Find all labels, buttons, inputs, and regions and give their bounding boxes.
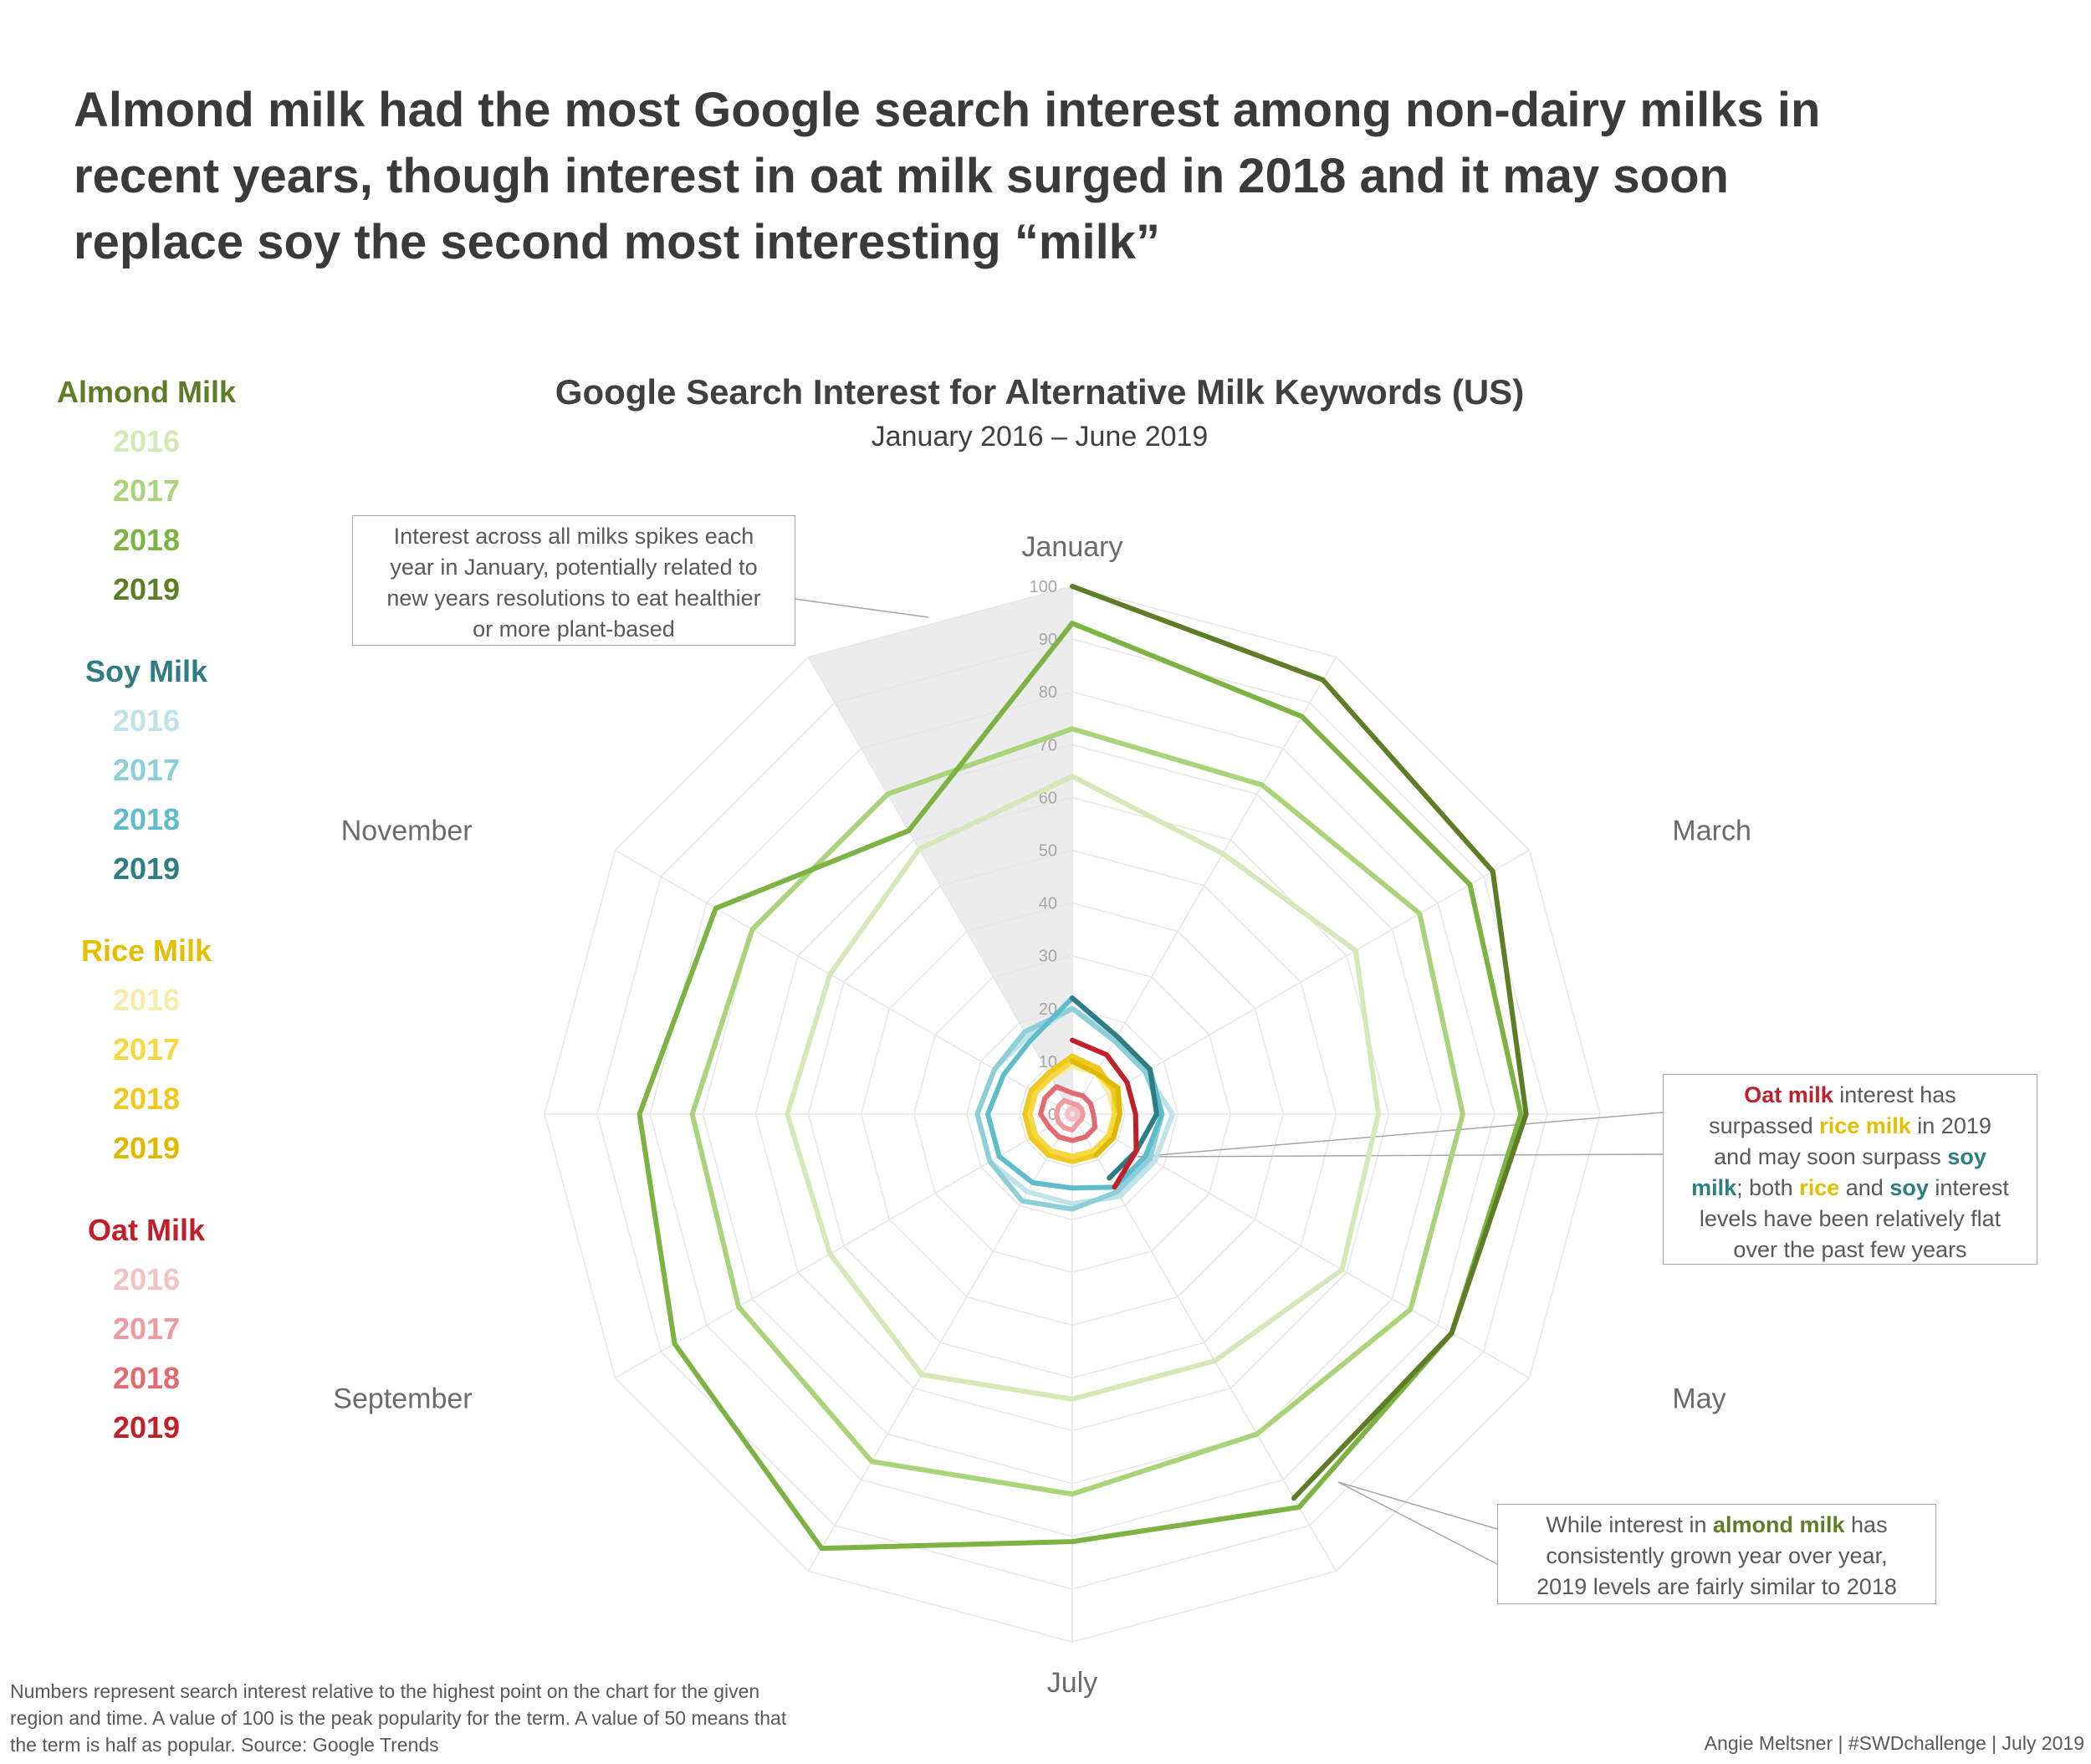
- legend-year: 2017: [112, 473, 181, 508]
- grid-layer: [544, 585, 1601, 1643]
- legend-year: 2019: [112, 851, 181, 886]
- legend-year: 2018: [112, 523, 181, 557]
- legend: Almond Milk 2016 2017 2018 2019 Soy Milk 2016 2…: [33, 368, 259, 1485]
- legend-year: 2017: [112, 1032, 181, 1066]
- series-oat-milk-2018: [1038, 1084, 1098, 1143]
- grid-spoke: [1071, 1113, 1337, 1572]
- callout-leaders: [794, 598, 1664, 1565]
- grid-spoke: [1071, 849, 1530, 1115]
- series-oat-milk-2019: [1070, 1037, 1139, 1190]
- series-almond-milk-2018: [637, 621, 1524, 1552]
- callout-oat-line-6: over the past few years: [1733, 1237, 1967, 1262]
- series-layer: [637, 584, 1529, 1552]
- legend-year: 2019: [112, 572, 181, 606]
- callout-january: Interest across all milks spikes each ye…: [352, 515, 795, 646]
- legend-year: 2016: [112, 1262, 181, 1296]
- callout-oat-line-3: and may soon surpass soy: [1714, 1144, 1986, 1169]
- legend-year: 2019: [112, 1131, 181, 1165]
- tick-label: 60: [1039, 789, 1057, 807]
- series-oat-milk-2016: [1064, 1106, 1081, 1122]
- month-label-september: September: [333, 1383, 472, 1415]
- series-almond-milk-2019: [1070, 584, 1529, 1501]
- callout-oat-line-4: milk; both rice and soy interest: [1691, 1175, 2009, 1200]
- legend-title: Oat Milk: [87, 1213, 206, 1247]
- tick-label: 80: [1039, 683, 1057, 702]
- callout-oat-line-1: Oat milk interest has: [1744, 1082, 1956, 1107]
- legend-year: 2016: [112, 983, 181, 1017]
- callout-january-line-4: or more plant-based: [473, 616, 675, 642]
- legend-title: Almond Milk: [57, 375, 236, 409]
- month-labels: January March May July September November: [333, 531, 1751, 1699]
- legend-year: 2019: [112, 1410, 181, 1444]
- leader-january: [794, 598, 929, 618]
- highlight-sector-january: [808, 586, 1072, 1114]
- series-almond-milk-2016: [785, 774, 1381, 1402]
- callout-almond-milk: While interest in almond milk has consis…: [1497, 1504, 1936, 1604]
- month-label-january: January: [1022, 531, 1123, 563]
- chart-subtitle: January 2016 – June 2019: [872, 421, 1209, 453]
- grid-spoke: [1071, 657, 1337, 1115]
- tick-label: 0: [1048, 1106, 1057, 1124]
- series-soy-milk-2017: [974, 1005, 1165, 1212]
- series-rice-milk-2019: [1070, 1058, 1122, 1158]
- month-label-july: July: [1047, 1667, 1097, 1699]
- headline-line-2: recent years, though interest in oat mil…: [74, 149, 1729, 203]
- headline-line-1: Almond milk had the most Google search i…: [74, 83, 1821, 137]
- legend-year: 2018: [112, 802, 181, 836]
- legend-year: 2017: [112, 1311, 181, 1346]
- series-rice-milk-2018: [1022, 1053, 1122, 1164]
- grid-spoke: [615, 1113, 1073, 1379]
- legend-year: 2017: [112, 753, 181, 787]
- leader-almond-milk: [1337, 1481, 1498, 1565]
- month-label-november: November: [341, 816, 473, 847]
- callout-almond-line-1: While interest in almond milk has: [1546, 1512, 1888, 1537]
- callout-january-line-3: new years resolutions to eat healthier: [386, 585, 761, 611]
- tick-label: 20: [1039, 1000, 1057, 1019]
- legend-year: 2016: [112, 424, 181, 458]
- leader-oat-milk: [1137, 1112, 1664, 1158]
- highlight-sector-layer: [808, 586, 1072, 1114]
- callout-january-line-1: Interest across all milks spikes each: [393, 524, 754, 549]
- legend-title: Soy Milk: [84, 654, 208, 688]
- headline-line-3: replace soy the second most interesting …: [74, 215, 1160, 269]
- credit: Angie Meltsner | #SWDchallenge | July 20…: [1704, 1732, 2084, 1754]
- callout-oat-milk: Oat milk interest has surpassed rice mil…: [1663, 1074, 2037, 1265]
- legend-year: 2018: [112, 1081, 181, 1116]
- tick-label: 30: [1039, 948, 1057, 966]
- month-label-march: March: [1672, 816, 1751, 847]
- footnote: Numbers represent search interest relati…: [10, 1680, 787, 1756]
- series-almond-milk-2017: [689, 726, 1465, 1497]
- month-label-may: May: [1672, 1383, 1725, 1415]
- headline: Almond milk had the most Google search i…: [74, 77, 2064, 275]
- legend-group-rice-milk: Rice Milk 2016 2017 2018 2019: [33, 927, 259, 1173]
- tick-label: 40: [1039, 895, 1057, 913]
- legend-group-soy-milk: Soy Milk 2016 2017 2018 2019: [33, 647, 259, 893]
- grid-spoke: [1071, 1113, 1530, 1379]
- legend-title: Rice Milk: [80, 933, 212, 968]
- chart-title: Google Search Interest for Alternative M…: [555, 372, 1524, 412]
- legend-year: 2016: [112, 703, 181, 738]
- legend-year: 2018: [112, 1361, 181, 1395]
- callout-january-line-2: year in January, potentially related to: [390, 555, 758, 580]
- callout-oat-line-2: surpassed rice milk in 2019: [1709, 1113, 1991, 1138]
- callout-almond-line-3: 2019 levels are fairly similar to 2018: [1536, 1574, 1897, 1599]
- legend-group-oat-milk: Oat Milk 2016 2017 2018 2019: [33, 1206, 259, 1452]
- tick-label: 50: [1039, 842, 1057, 861]
- tick-label: 100: [1030, 578, 1057, 596]
- tick-label: 10: [1039, 1053, 1057, 1071]
- legend-group-almond-milk: Almond Milk 2016 2017 2018 2019: [33, 368, 259, 614]
- series-oat-milk-2017: [1054, 1097, 1086, 1133]
- callout-almond-line-2: consistently grown year over year,: [1546, 1543, 1888, 1568]
- callout-oat-line-5: levels have been relatively flat: [1699, 1206, 2002, 1231]
